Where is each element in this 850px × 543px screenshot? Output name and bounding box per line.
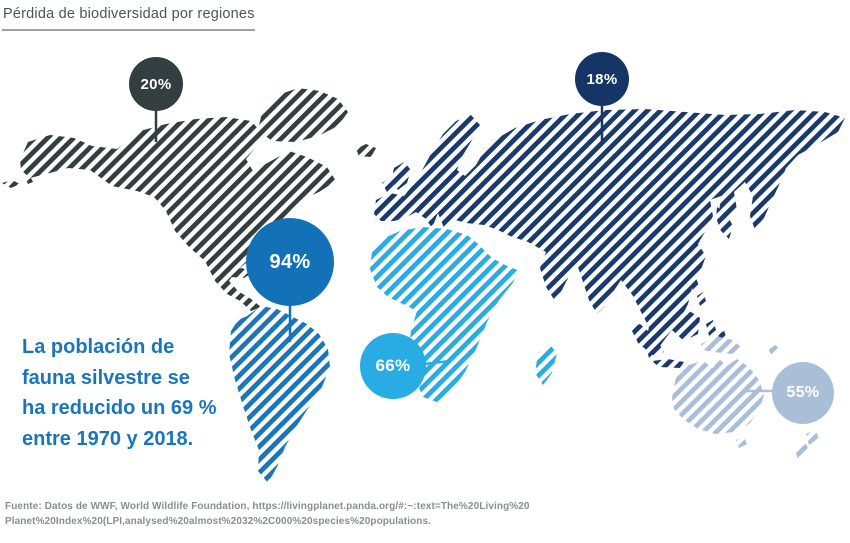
map-region-madagascar [535, 344, 557, 385]
badge-south-america-label: 94% [269, 250, 311, 273]
badge-africa: 66% [360, 333, 426, 399]
badge-eurasia-label: 18% [586, 70, 618, 88]
map-region-british-isles [382, 162, 411, 192]
key-message-line-4: entre 1970 y 2018. [22, 427, 194, 450]
page-title: Pérdida de biodiversidad por regiones [3, 6, 255, 22]
map-region-iceland [356, 144, 376, 157]
badge-oceania-label: 55% [786, 384, 820, 401]
badge-south-america: 94% [246, 218, 334, 306]
map-region-greenland [258, 88, 348, 142]
badge-africa-label: 66% [375, 356, 411, 375]
map-region-australia [672, 359, 764, 434]
key-message-line-3: ha reducido un 69 % [22, 397, 217, 419]
badge-oceania: 55% [772, 362, 834, 424]
map-islands-philippines [690, 278, 706, 306]
map-region-new-guinea [701, 336, 744, 354]
map-region-japan [716, 207, 733, 239]
badge-north-america: 20% [129, 57, 183, 111]
map-islands-caribbean [228, 268, 267, 284]
source-note: Fuente: Datos de WWF, World Wildlife Fou… [5, 500, 645, 529]
map-region-africa [370, 227, 520, 402]
badge-north-america-label: 20% [140, 75, 172, 93]
key-message: La población de fauna silvestre se ha re… [22, 332, 252, 454]
map-islands-aleutian [2, 178, 33, 188]
pointer-africa [423, 359, 451, 366]
source-note-line-2: Planet%20Index%20(LPI,analysed%20almost%… [5, 515, 432, 527]
source-note-line-1: Fuente: Datos de WWF, World Wildlife Fou… [5, 501, 530, 512]
map-region-north-america [20, 117, 336, 311]
title-underline [2, 29, 255, 31]
map-region-new-zealand [795, 430, 819, 460]
map-region-tasmania [736, 437, 747, 448]
badge-eurasia: 18% [575, 52, 629, 106]
map-islands-solomon [768, 345, 780, 356]
key-message-line-1: La población de [22, 336, 175, 358]
map-region-south-america [229, 306, 330, 483]
map-islands-indonesia [630, 310, 727, 368]
key-message-line-2: fauna silvestre se [22, 366, 190, 389]
map-region-eurasia [374, 109, 845, 358]
